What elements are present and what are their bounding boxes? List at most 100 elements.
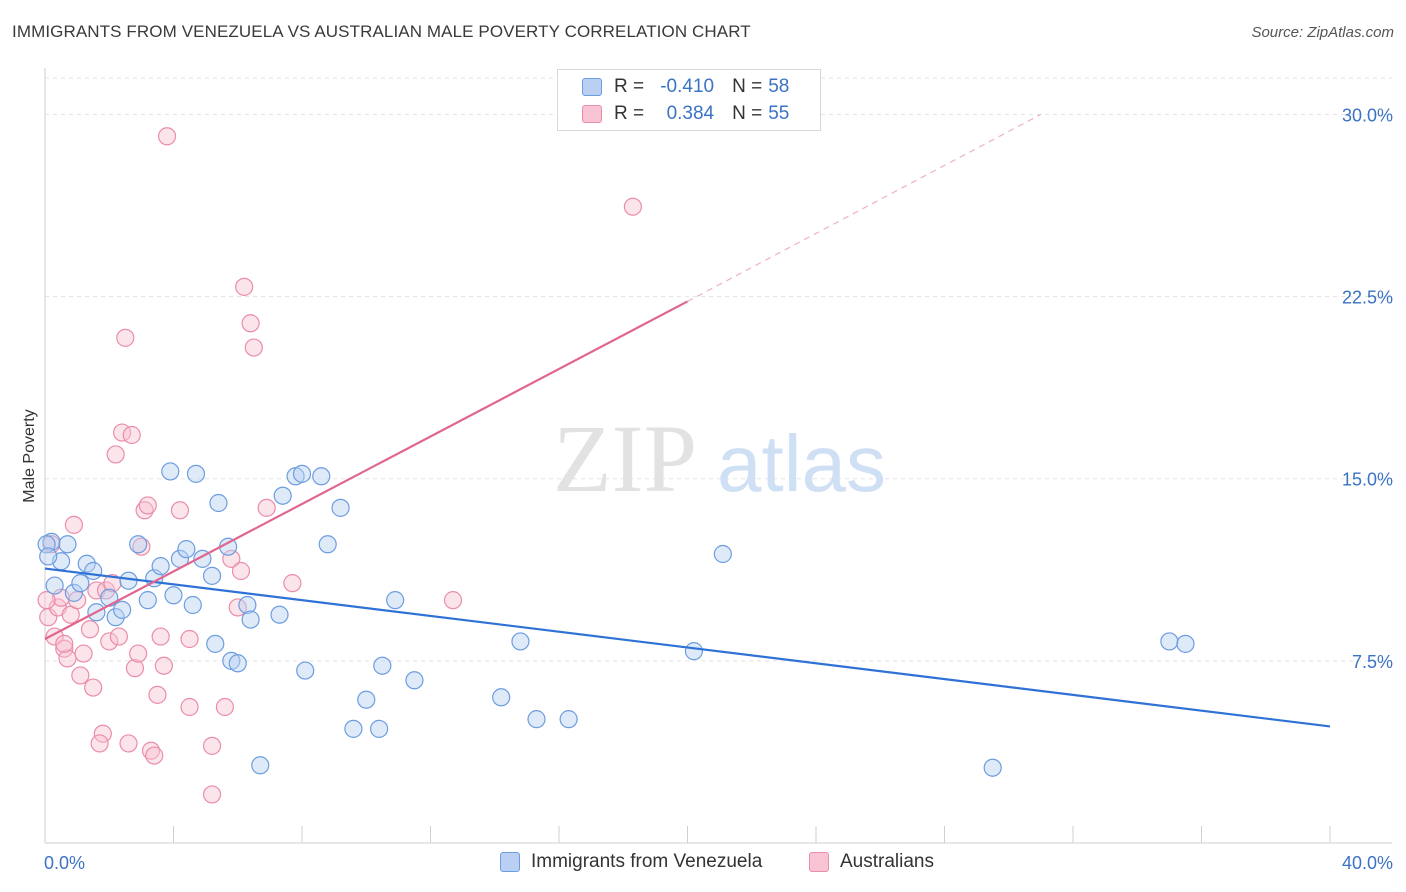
venezuela-point: [251, 756, 270, 775]
legend-n-value: 55: [768, 103, 790, 124]
australians-point: [55, 634, 74, 653]
australians-point: [90, 734, 109, 753]
australians-point: [154, 656, 173, 675]
y-tick-label: 30.0%: [1342, 105, 1393, 125]
venezuela-point: [527, 710, 546, 729]
venezuela-point: [1176, 634, 1195, 653]
venezuela-point: [511, 632, 530, 651]
australians-point: [80, 620, 100, 639]
australians-point: [100, 632, 119, 651]
venezuela-points: [37, 462, 1195, 777]
australians-point: [129, 644, 148, 663]
venezuela-point: [100, 588, 119, 607]
venezuela-point: [209, 493, 228, 513]
series-swatch-pink: [809, 852, 829, 872]
australians-point: [116, 328, 135, 347]
australians-point: [84, 678, 103, 697]
venezuela-point: [39, 547, 58, 566]
venezuela-point: [273, 486, 292, 505]
venezuela-point: [344, 719, 363, 738]
watermark-zip: ZIP: [553, 405, 697, 512]
venezuela-point: [241, 610, 260, 629]
venezuela-point: [296, 661, 315, 680]
y-tick-label: 7.5%: [1352, 652, 1393, 672]
australians-points: [37, 127, 642, 804]
legend-n-value: 58: [768, 76, 790, 97]
axes: [44, 68, 1392, 844]
venezuela-point: [331, 498, 350, 517]
australians-point: [244, 338, 263, 357]
venezuela-point: [238, 595, 257, 615]
venezuela-point: [405, 671, 424, 690]
australians-point: [170, 501, 190, 520]
venezuela-point: [183, 595, 202, 615]
australians-point: [283, 574, 302, 593]
venezuela-trend-line: [44, 567, 1331, 728]
legend-row-australians: R = 0.384 N = 55: [582, 102, 789, 126]
australians-point: [141, 741, 161, 760]
australians-point: [122, 425, 141, 445]
australians-point: [257, 498, 276, 517]
venezuela-point: [112, 600, 132, 619]
venezuela-point: [312, 467, 331, 486]
venezuela-point: [386, 591, 405, 610]
australians-point: [202, 785, 222, 804]
venezuela-point: [228, 654, 247, 673]
australians-point: [180, 629, 199, 649]
venezuela-point: [77, 554, 96, 573]
legend-row-venezuela: R = -0.410 N = 58: [582, 75, 789, 99]
venezuela-point: [84, 561, 103, 581]
venezuela-point: [370, 719, 389, 738]
watermark-atlas: atlas: [717, 419, 886, 508]
australians-point: [235, 277, 254, 296]
legend-n-label: N =: [732, 76, 763, 97]
venezuela-point: [138, 591, 157, 610]
legend-r-label: R =: [614, 76, 645, 97]
australians-point: [106, 445, 125, 464]
legend-r-value: 0.384: [666, 103, 715, 124]
venezuela-point: [58, 535, 77, 554]
legend-n-label: N =: [732, 103, 763, 124]
australians-trend-extension: [687, 113, 1042, 302]
australians-point: [151, 627, 170, 646]
venezuela-point: [151, 557, 170, 576]
venezuela-point: [492, 688, 511, 707]
series-legend: Immigrants from Venezuela Australians: [0, 851, 1406, 877]
australians-point: [55, 639, 74, 658]
australians-trend-line: [44, 300, 689, 640]
trend-lines: [44, 113, 1331, 728]
venezuela-point: [106, 608, 125, 627]
venezuela-point: [270, 605, 289, 624]
australians-point: [37, 591, 56, 610]
australians-point: [64, 515, 84, 534]
venezuela-point: [71, 574, 90, 593]
chart-title: IMMIGRANTS FROM VENEZUELA VS AUSTRALIAN …: [12, 22, 751, 41]
venezuela-point: [161, 462, 180, 481]
venezuela-point: [206, 634, 225, 653]
australians-point: [231, 561, 251, 581]
australians-point: [145, 746, 164, 765]
series-legend-australians: Australians: [809, 851, 934, 873]
venezuela-point: [1160, 632, 1179, 651]
australians-point: [93, 724, 112, 743]
legend-swatch-pink: [582, 105, 602, 123]
venezuela-point: [559, 710, 578, 729]
tick-labels: 7.5% 15.0% 22.5% 30.0% 0.0% 40.0%: [44, 105, 1393, 873]
australians-point: [71, 666, 90, 685]
venezuela-point: [357, 690, 376, 709]
legend-swatch-blue: [582, 78, 602, 96]
series-label-australians: Australians: [840, 851, 934, 872]
venezuela-point: [186, 464, 206, 483]
venezuela-point: [713, 544, 732, 564]
australians-point: [125, 659, 145, 678]
series-legend-venezuela: Immigrants from Venezuela: [500, 851, 762, 873]
australians-point: [132, 537, 151, 556]
australians-point: [138, 496, 157, 515]
venezuela-point: [45, 576, 64, 595]
venezuela-point: [983, 758, 1002, 777]
australians-point: [148, 685, 167, 704]
series-swatch-blue: [500, 852, 520, 872]
watermark: ZIP atlas: [553, 405, 886, 512]
venezuela-point: [177, 540, 196, 559]
